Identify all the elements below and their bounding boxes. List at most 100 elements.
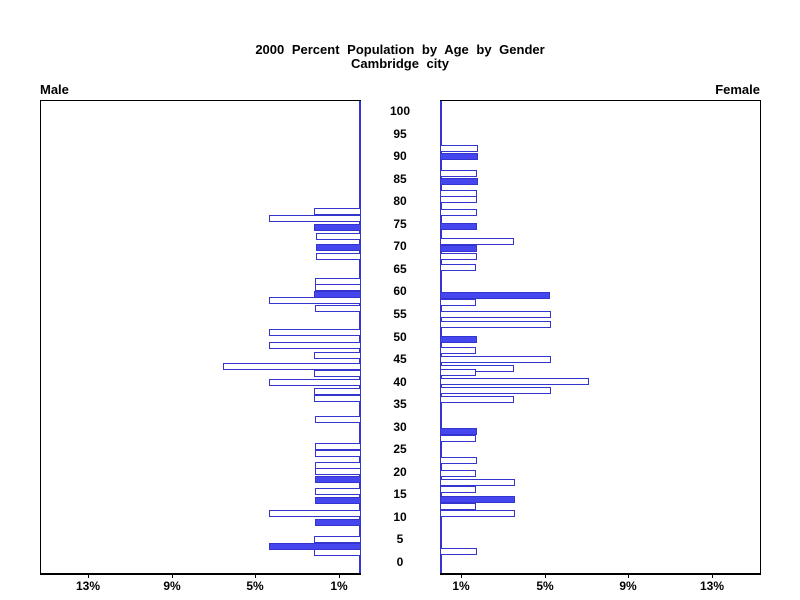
pyramid-bar-male — [314, 224, 361, 231]
percent-tick-label-female: 1% — [452, 579, 470, 593]
pyramid-bar-female — [440, 356, 551, 364]
pyramid-bar-male — [269, 342, 361, 350]
pyramid-bar-female — [440, 502, 476, 510]
chart-subtitle: Cambridge city — [351, 56, 449, 71]
male-plot-area — [40, 100, 361, 575]
pyramid-bar-male — [269, 510, 361, 518]
age-tick-label: 95 — [393, 126, 407, 141]
pyramid-bar-male — [315, 277, 361, 285]
pyramid-bar-female — [440, 320, 551, 328]
pyramid-bar-female — [440, 170, 477, 178]
age-tick-label: 25 — [393, 442, 407, 457]
pyramid-bar-male — [314, 388, 361, 396]
pyramid-bar-male — [315, 305, 361, 313]
percent-tick-female — [545, 573, 546, 578]
pyramid-bar-female — [440, 299, 476, 307]
percent-tick-female — [712, 573, 713, 578]
female-plot-area — [440, 100, 761, 575]
age-tick-label: 80 — [393, 194, 407, 209]
pyramid-bar-male — [316, 253, 361, 261]
pyramid-bar-female — [440, 486, 476, 494]
age-tick-label: 90 — [393, 149, 407, 164]
pyramid-bar-female — [440, 152, 478, 160]
age-tick-label: 15 — [393, 487, 407, 502]
percent-tick-male — [255, 573, 256, 578]
pyramid-bar-female — [440, 245, 477, 253]
pyramid-bar-male — [315, 488, 361, 496]
pyramid-bar-male — [315, 449, 361, 457]
age-tick-label: 30 — [393, 419, 407, 434]
age-tick-label: 60 — [393, 284, 407, 299]
pyramid-bar-female — [440, 547, 477, 555]
pyramid-bar-male — [314, 394, 361, 402]
age-tick-label: 40 — [393, 374, 407, 389]
pyramid-bar-female — [440, 495, 515, 503]
percent-tick-label-male: 5% — [246, 579, 264, 593]
age-tick-label: 75 — [393, 216, 407, 231]
pyramid-bar-male — [315, 443, 361, 451]
pyramid-bar-female — [440, 311, 551, 319]
pyramid-bar-male — [315, 416, 361, 424]
percent-tick-male — [172, 573, 173, 578]
pyramid-bar-male — [269, 379, 361, 387]
pyramid-bar-female — [440, 209, 477, 217]
pyramid-bar-male — [315, 497, 361, 505]
percent-tick-label-female: 9% — [619, 579, 637, 593]
age-tick-label: 10 — [393, 509, 407, 524]
pyramid-bar-male — [315, 475, 361, 483]
pyramid-bar-male — [223, 363, 361, 371]
pyramid-bar-female — [440, 223, 477, 231]
age-tick-label: 70 — [393, 239, 407, 254]
pyramid-bar-female — [440, 386, 551, 394]
pyramid-bar-female — [440, 253, 477, 261]
pyramid-bar-female — [440, 368, 476, 376]
percent-tick-label-male: 9% — [163, 579, 181, 593]
pyramid-bar-female — [440, 456, 477, 464]
male-zero-axis-line — [359, 101, 361, 573]
age-tick-label: 50 — [393, 329, 407, 344]
pyramid-bar-female — [440, 395, 514, 403]
age-tick-label: 0 — [396, 555, 404, 569]
pyramid-bar-male — [316, 244, 361, 252]
pyramid-bar-female — [440, 292, 550, 300]
pyramid-bar-male — [316, 233, 361, 241]
age-tick-label: 45 — [393, 352, 407, 367]
age-tick-label: 55 — [393, 306, 407, 321]
age-tick-label: 35 — [393, 397, 407, 412]
pyramid-bar-female — [440, 478, 515, 486]
pyramid-bar-male — [314, 369, 361, 377]
male-panel-label: Male — [40, 82, 69, 97]
percent-tick-female — [628, 573, 629, 578]
pyramid-bar-male — [315, 518, 361, 526]
percent-tick-label-female: 5% — [536, 579, 554, 593]
pyramid-bar-female — [440, 365, 514, 373]
pyramid-bar-female — [440, 469, 476, 477]
pyramid-bar-female — [440, 264, 476, 272]
pyramid-bar-female — [440, 144, 478, 152]
age-tick-label: 100 — [389, 104, 411, 118]
pyramid-bar-female — [440, 196, 477, 204]
age-tick-label: 65 — [393, 261, 407, 276]
age-tick-label: 20 — [393, 464, 407, 479]
pyramid-bar-male — [314, 352, 361, 360]
pyramid-bar-female — [440, 510, 515, 518]
pyramid-bar-male — [314, 208, 361, 216]
percent-tick-male — [339, 573, 340, 578]
percent-tick-label-female: 13% — [699, 579, 725, 593]
pyramid-bar-male — [315, 467, 361, 475]
pyramid-bar-female — [440, 237, 514, 245]
pyramid-bar-female — [440, 178, 478, 186]
pyramid-bar-male — [314, 549, 361, 557]
percent-tick-label-male: 13% — [75, 579, 101, 593]
chart-title: 2000 Percent Population by Age by Gender — [255, 42, 545, 57]
pyramid-bar-male — [269, 214, 361, 222]
pyramid-bar-male — [314, 536, 361, 544]
pyramid-bar-female — [440, 377, 589, 385]
pyramid-bar-male — [269, 297, 361, 305]
age-tick-label: 5 — [396, 532, 404, 547]
percent-tick-female — [461, 573, 462, 578]
pyramid-bar-female — [440, 347, 476, 355]
female-panel-label: Female — [715, 82, 760, 97]
pyramid-bar-male — [269, 329, 361, 337]
